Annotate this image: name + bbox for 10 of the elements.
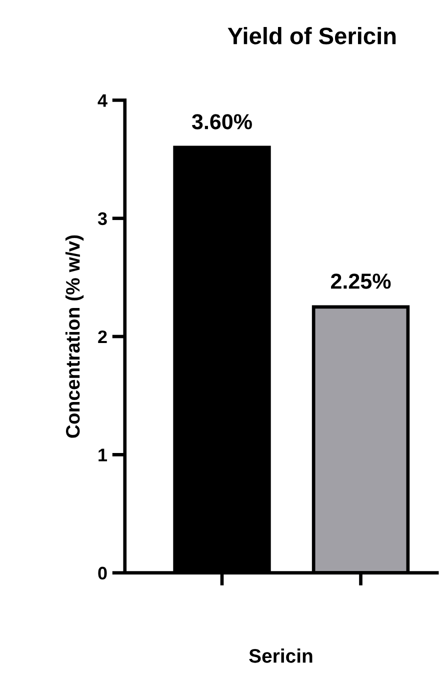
y-axis-title: Concentration (% w/v) bbox=[65, 235, 84, 438]
y-tick-label: 1 bbox=[98, 448, 108, 462]
y-tick-label: 2 bbox=[98, 330, 107, 344]
data-label: 3.60% bbox=[192, 114, 252, 130]
x-axis-title: Sericin bbox=[249, 648, 312, 663]
y-tick-label: 0 bbox=[98, 566, 107, 580]
data-label: 2.25% bbox=[330, 274, 391, 289]
y-tick-label: 4 bbox=[98, 94, 108, 107]
chart-title: Yield of Sericin bbox=[228, 27, 396, 44]
y-tick-label: 3 bbox=[98, 212, 107, 226]
